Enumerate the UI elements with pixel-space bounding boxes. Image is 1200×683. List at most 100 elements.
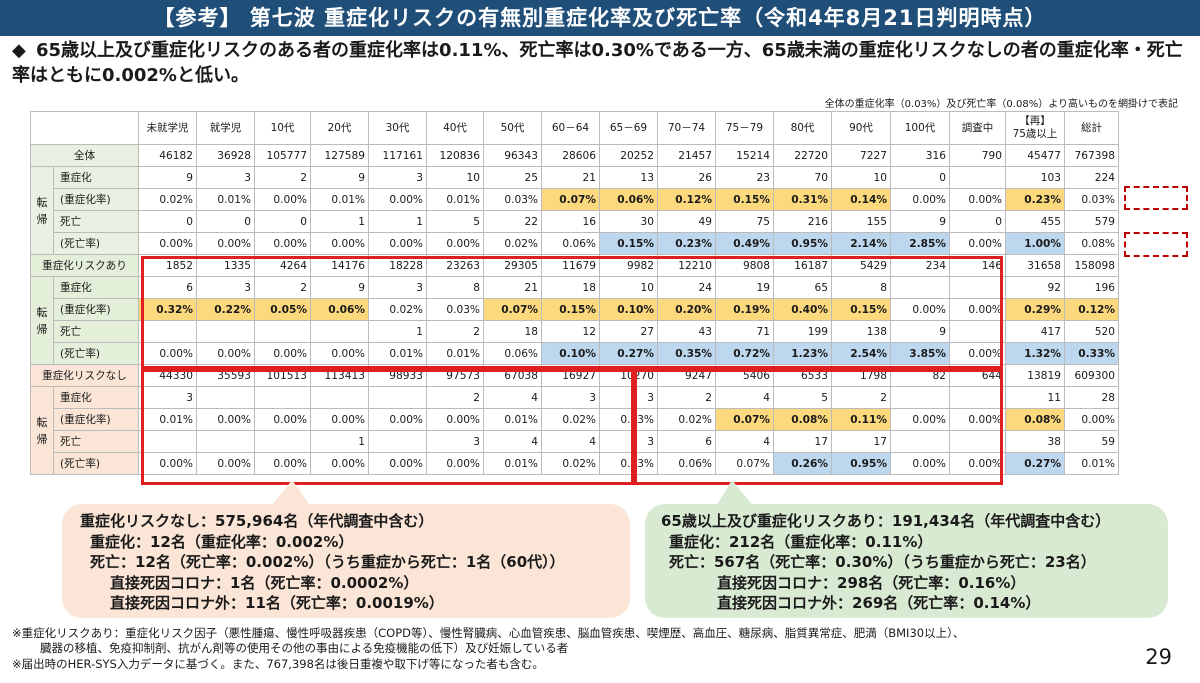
table-cell: 1.23% <box>773 342 832 365</box>
table-cell: 767398 <box>1064 144 1119 167</box>
table-cell: 0.00% <box>426 232 484 255</box>
table-cell: 28606 <box>541 144 600 167</box>
table-cell: 0.01% <box>426 342 484 365</box>
box-line: 直接死因コロナ：1名（死亡率：0.0002%） <box>110 573 419 592</box>
row-label: 死亡 <box>53 320 139 343</box>
table-cell: 7227 <box>831 144 891 167</box>
table-cell: 25 <box>483 166 542 189</box>
box-heading: 重症化リスクなし：575,964名（年代調査中含む） <box>80 512 434 530</box>
table-cell: 0.00% <box>368 188 427 211</box>
table-cell: 0.00% <box>949 298 1006 321</box>
table-cell: 0.06% <box>599 188 658 211</box>
table-cell: 0.00% <box>368 452 427 475</box>
table-row: (重症化率) 0.02% 0.01% 0.00% 0.01% 0.00% 0.01% 0.03… <box>31 188 1119 211</box>
table-cell: 0.40% <box>773 298 832 321</box>
table-cell: 0.01% <box>426 188 484 211</box>
table-cell: 17 <box>831 430 891 453</box>
table-cell: 1.00% <box>1005 232 1065 255</box>
table-cell: 0 <box>890 166 950 189</box>
table-cell: 0.08% <box>1064 232 1119 255</box>
table-cell: 23 <box>715 166 774 189</box>
table-cell: 0.07% <box>715 452 774 475</box>
table-cell: 3 <box>368 166 427 189</box>
row-label: (死亡率) <box>53 452 139 475</box>
row-label: 死亡 <box>53 210 139 233</box>
table-cell <box>196 320 255 343</box>
table-cell: 0.72% <box>715 342 774 365</box>
table-cell: 9 <box>890 210 950 233</box>
table-cell: 44330 <box>138 364 197 387</box>
table-cell: 0.00% <box>138 342 197 365</box>
table-cell: 20252 <box>599 144 658 167</box>
group-label: 重症化リスクなし <box>30 364 139 387</box>
table-cell: 3 <box>368 276 427 299</box>
summary-bullet: ◆ 65歳以上及び重症化リスクのある者の重症化率は0.11%、死亡率は0.30%で… <box>12 38 1192 88</box>
table-cell: 27 <box>599 320 658 343</box>
table-cell: 9 <box>138 166 197 189</box>
table-cell: 19 <box>715 276 774 299</box>
table-cell: 0.00% <box>196 452 255 475</box>
table-cell: 0.02% <box>541 408 600 431</box>
table-cell: 3 <box>138 386 197 409</box>
table-cell: 13819 <box>1005 364 1065 387</box>
table-cell: 28 <box>1064 386 1119 409</box>
table-row: 死亡 1 3 4 4 3 6 4 17 17 38 59 <box>31 430 1119 453</box>
box-line: 直接死因コロナ外：11名（死亡率：0.0019%） <box>110 594 444 612</box>
table-cell: 12 <box>541 320 600 343</box>
table-cell: 155 <box>831 210 891 233</box>
table-cell <box>890 276 950 299</box>
table-cell <box>254 320 311 343</box>
row-label: (死亡率) <box>53 342 139 365</box>
table-cell: 0.03% <box>599 408 658 431</box>
table-row: (死亡率) 0.00% 0.00% 0.00% 0.00% 0.01% 0.01% 0.06%… <box>31 342 1119 365</box>
table-cell: 4 <box>715 386 774 409</box>
table-cell: 4 <box>541 430 600 453</box>
table-cell: 9 <box>310 166 369 189</box>
footnote: 臓器の移植、免疫抑制剤、抗がん剤等の使用その他の事由による免疫機能の低下）及び妊… <box>40 641 569 655</box>
table-cell: 23263 <box>426 254 484 277</box>
row-label: 死亡 <box>53 430 139 453</box>
table-cell: 0.23% <box>1005 188 1065 211</box>
table-cell: 0.35% <box>657 342 716 365</box>
table-cell: 0.01% <box>483 408 542 431</box>
table-cell: 0.10% <box>541 342 600 365</box>
overall-death-rate-marker <box>1124 232 1188 257</box>
table-cell: 2.14% <box>831 232 891 255</box>
table-cell: 0.06% <box>657 452 716 475</box>
table-cell: 1 <box>310 430 369 453</box>
table-row: 死亡 1 2 18 12 27 43 71 199 138 9 417 520 <box>31 320 1119 343</box>
table-cell <box>890 386 950 409</box>
table-cell: 0.05% <box>254 298 311 321</box>
table-cell: 0.15% <box>831 298 891 321</box>
table-cell: 0.07% <box>541 188 600 211</box>
column-header: 75－79 <box>715 111 774 145</box>
table-cell: 5 <box>773 386 832 409</box>
table-cell: 0.95% <box>831 452 891 475</box>
column-header-text: 30代 <box>385 121 410 134</box>
column-header-text: 40代 <box>443 121 467 134</box>
table-cell: 3 <box>426 430 484 453</box>
column-header: 90代 <box>831 111 891 145</box>
table-cell: 6533 <box>773 364 832 387</box>
table-cell: 0.00% <box>368 408 427 431</box>
table-cell: 417 <box>1005 320 1065 343</box>
table-cell: 138 <box>831 320 891 343</box>
table-cell: 24 <box>657 276 716 299</box>
table-cell: 0.01% <box>310 188 369 211</box>
table-cell: 316 <box>890 144 950 167</box>
table-cell: 609300 <box>1064 364 1119 387</box>
table-cell: 4 <box>483 386 542 409</box>
table-cell: 0.95% <box>773 232 832 255</box>
table-cell: 26 <box>657 166 716 189</box>
table-cell: 5406 <box>715 364 774 387</box>
table-cell: 18228 <box>368 254 427 277</box>
column-header: 40代 <box>426 111 484 145</box>
table-cell: 0.22% <box>196 298 255 321</box>
row-label: (重症化率) <box>53 408 139 431</box>
footnote: ※重症化リスクあり：重症化リスク因子（悪性腫瘍、慢性呼吸器疾患（COPD等）、慢… <box>12 626 965 640</box>
page-number: 29 <box>1145 645 1172 669</box>
table-cell: 158098 <box>1064 254 1119 277</box>
table-cell: 10 <box>831 166 891 189</box>
column-header-text: 【再】 <box>1019 115 1051 127</box>
table-cell <box>368 430 427 453</box>
